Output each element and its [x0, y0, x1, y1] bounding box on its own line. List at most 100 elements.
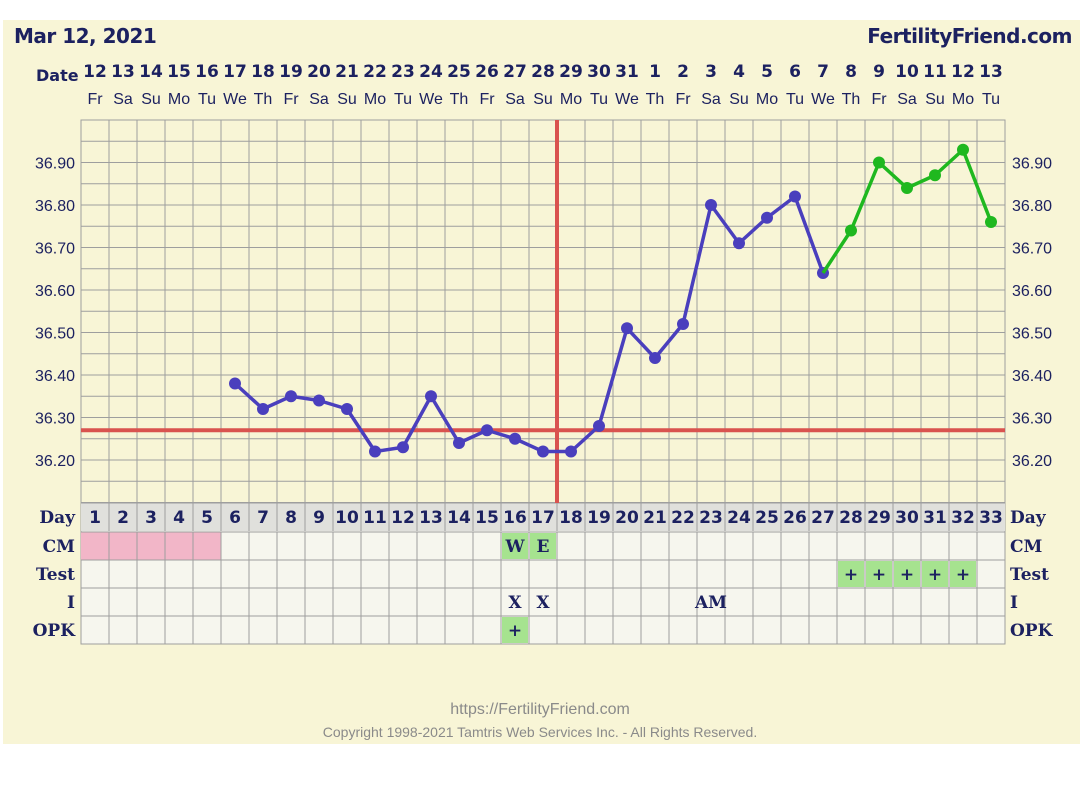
- temperature-point: [621, 322, 633, 335]
- weekday-label: Su: [729, 91, 749, 108]
- highlight-cell: [866, 561, 892, 587]
- date-number: 21: [335, 62, 359, 82]
- y-tick-label-right: 36.80: [1012, 198, 1052, 215]
- date-number: 27: [503, 62, 527, 82]
- date-number: 15: [167, 62, 191, 82]
- cycle-day-number: 23: [699, 508, 723, 528]
- y-tick-label-right: 36.40: [1012, 368, 1052, 385]
- y-tick-label-left: 36.30: [35, 411, 75, 428]
- temperature-point: [509, 432, 521, 445]
- y-tick-label-left: 36.80: [35, 198, 75, 215]
- temperature-point: [565, 445, 577, 458]
- row-cell-value: +: [956, 565, 970, 585]
- temperature-point: [733, 237, 745, 250]
- date-number: 14: [139, 62, 163, 82]
- weekday-label: Th: [646, 91, 665, 108]
- weekday-label: Th: [842, 91, 861, 108]
- cycle-day-number: 18: [559, 508, 583, 528]
- weekday-label: Fr: [87, 91, 103, 108]
- cycle-day-number: 24: [727, 508, 751, 528]
- highlight-cell: [922, 561, 948, 587]
- y-tick-label-left: 36.40: [35, 368, 75, 385]
- weekday-label: Su: [533, 91, 553, 108]
- date-number: 8: [845, 62, 857, 82]
- y-tick-label-left: 36.70: [35, 241, 75, 258]
- weekday-label: Fr: [479, 91, 495, 108]
- cycle-day-number: 6: [229, 508, 241, 528]
- weekday-label: Fr: [871, 91, 887, 108]
- date-number: 3: [705, 62, 717, 82]
- temperature-point: [929, 169, 941, 182]
- temperature-point: [425, 390, 437, 403]
- weekday-label: Tu: [590, 91, 608, 108]
- weekday-label: Th: [450, 91, 469, 108]
- date-number: 4: [733, 62, 745, 82]
- temperature-point: [369, 445, 381, 458]
- y-tick-label-left: 36.20: [35, 453, 75, 470]
- footer-url[interactable]: https://FertilityFriend.com: [450, 701, 630, 718]
- temperature-point: [285, 390, 297, 403]
- cycle-day-number: 17: [531, 508, 555, 528]
- weekday-label: Mo: [952, 91, 974, 108]
- date-number: 11: [923, 62, 947, 82]
- temperature-point: [257, 403, 269, 415]
- temperature-point: [313, 394, 325, 407]
- temperature-point: [985, 216, 997, 228]
- cycle-day-number: 2: [117, 508, 129, 528]
- date-number: 6: [789, 62, 801, 82]
- temperature-point: [593, 420, 605, 432]
- temperature-point: [537, 445, 549, 458]
- weekday-label: Su: [141, 91, 161, 108]
- cycle-day-number: 27: [811, 508, 835, 528]
- cycle-day-number: 20: [615, 508, 639, 528]
- y-tick-label-right: 36.50: [1012, 326, 1052, 343]
- weekday-label: Tu: [198, 91, 216, 108]
- y-tick-label-right: 36.60: [1012, 283, 1052, 300]
- cycle-day-number: 4: [173, 508, 185, 528]
- row-label-right: CM: [1010, 537, 1043, 557]
- row-label-left: CM: [43, 537, 76, 557]
- cycle-day-number: 19: [587, 508, 611, 528]
- date-number: 19: [279, 62, 303, 82]
- weekday-label: We: [223, 91, 247, 108]
- cycle-day-number: 26: [783, 508, 807, 528]
- cycle-day-number: 5: [201, 508, 213, 528]
- date-number: 28: [531, 62, 555, 82]
- date-number: 13: [111, 62, 135, 82]
- row-cell-value: +: [844, 565, 858, 585]
- row-cell-value: +: [508, 621, 522, 641]
- weekday-label: Mo: [756, 91, 778, 108]
- date-number: 24: [419, 62, 443, 82]
- menstruation-cell: [137, 532, 165, 560]
- date-number: 10: [895, 62, 919, 82]
- cycle-day-number: 3: [145, 508, 157, 528]
- row-label-left: Day: [39, 508, 76, 528]
- weekday-label: We: [419, 91, 443, 108]
- temperature-point: [397, 441, 409, 454]
- highlight-cell: [838, 561, 864, 587]
- date-row-label: Date: [36, 66, 79, 85]
- row-label-right: Test: [1010, 565, 1049, 585]
- cycle-day-number: 9: [313, 508, 325, 528]
- date-number: 12: [83, 62, 107, 82]
- weekday-label: Fr: [283, 91, 299, 108]
- row-label-left: OPK: [33, 621, 77, 641]
- highlight-cell: [530, 533, 556, 559]
- weekday-label: Tu: [786, 91, 804, 108]
- highlight-cell: [950, 561, 976, 587]
- cycle-day-number: 31: [923, 508, 947, 528]
- highlight-cell: [894, 561, 920, 587]
- row-cell-value: X: [536, 593, 550, 613]
- site-name[interactable]: FertilityFriend.com: [867, 24, 1072, 48]
- weekday-label: Th: [254, 91, 273, 108]
- temperature-point: [677, 318, 689, 330]
- menstruation-cell: [81, 532, 109, 560]
- temperature-point: [649, 352, 661, 364]
- row-label-right: I: [1010, 593, 1018, 613]
- temperature-point: [705, 199, 717, 211]
- highlight-cell: [502, 617, 528, 643]
- date-number: 5: [761, 62, 773, 82]
- temperature-point: [873, 156, 885, 169]
- y-tick-label-right: 36.30: [1012, 411, 1052, 428]
- menstruation-cell: [109, 532, 137, 560]
